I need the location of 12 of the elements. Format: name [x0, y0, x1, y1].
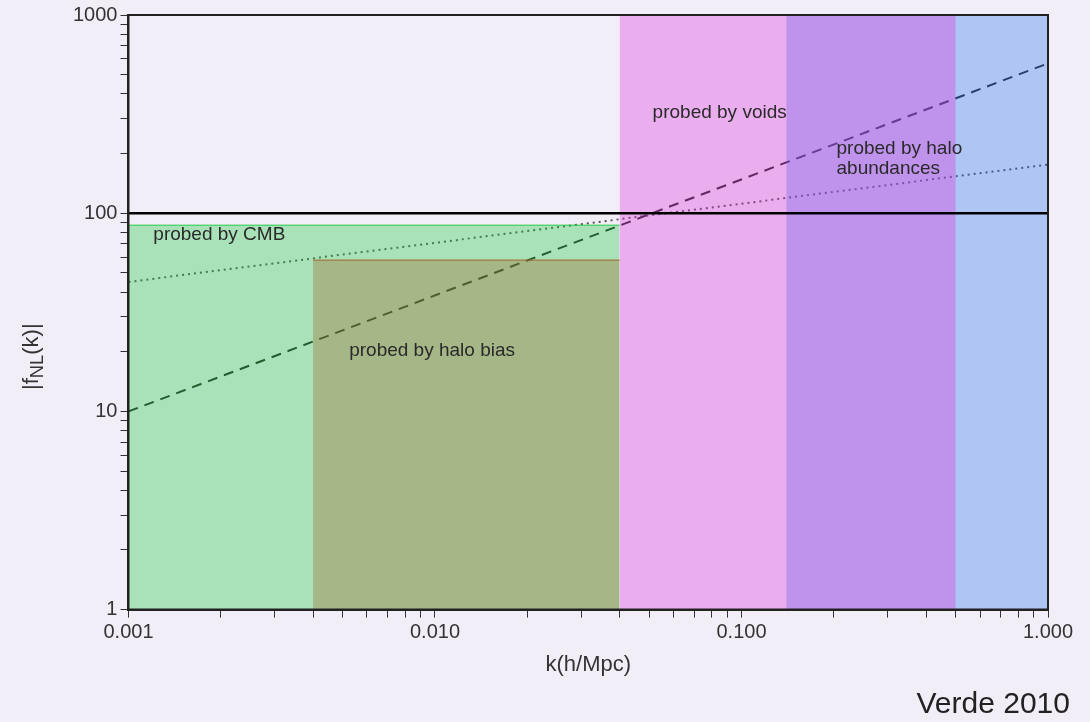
annotation: probed by CMB — [153, 223, 286, 245]
y-tick-label: 100 — [84, 200, 118, 223]
x-axis-title: k(h/Mpc) — [545, 650, 632, 676]
x-tick-label: 0.010 — [409, 620, 461, 643]
text: Verde 2010 — [916, 686, 1070, 720]
x-tick-label: 0.100 — [716, 620, 767, 643]
x-tick-label: 1.000 — [1022, 620, 1074, 643]
y-tick-label: 10 — [95, 398, 118, 421]
annotation: probed by halo bias — [349, 339, 516, 361]
y-tick-label: 1000 — [72, 2, 118, 25]
y-tick-label: 1 — [106, 597, 118, 620]
x-tick-label: 0.001 — [103, 620, 154, 643]
